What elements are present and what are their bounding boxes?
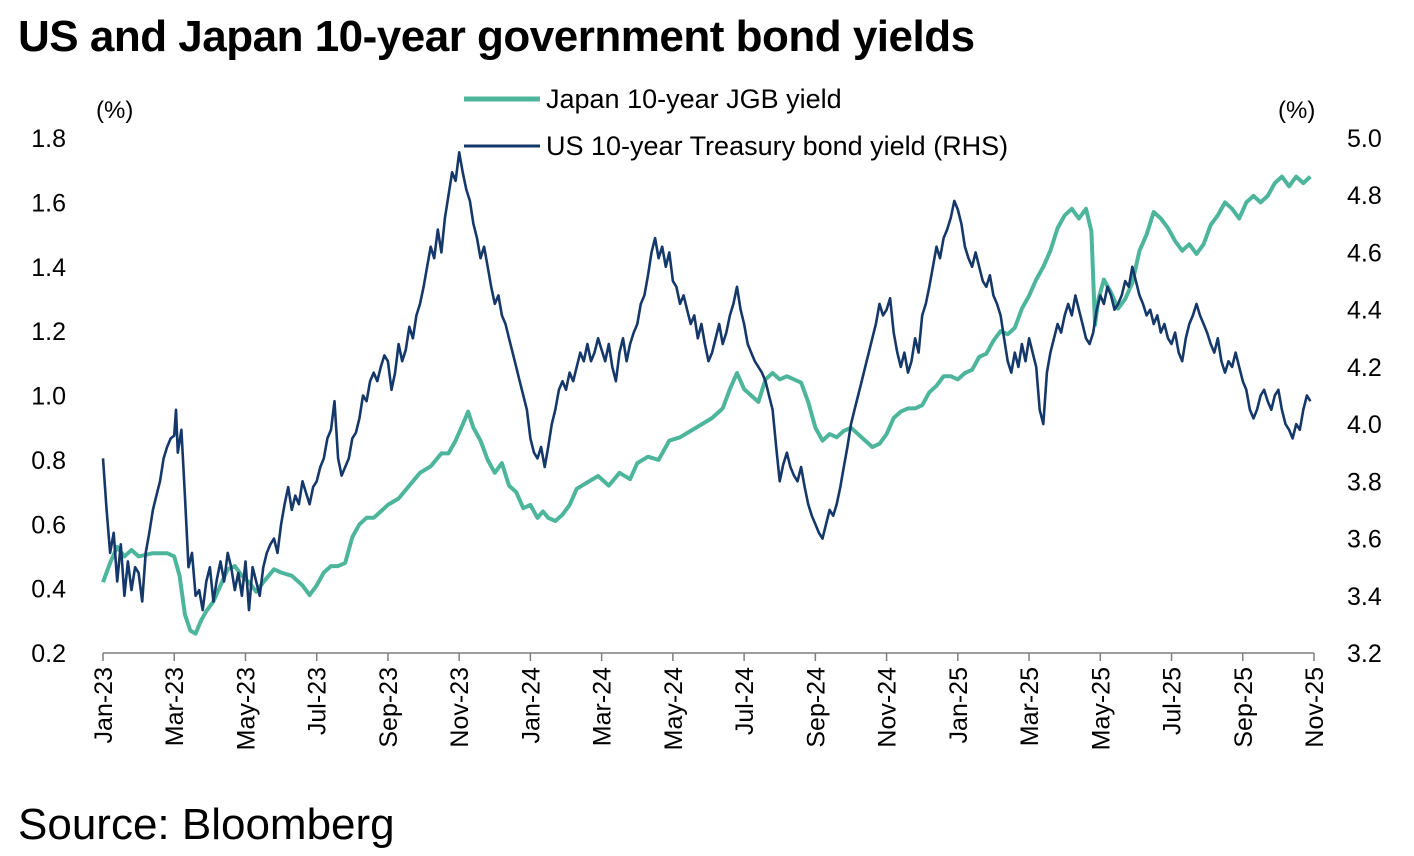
axes: 0.2 0.4 0.6 0.8 1.0 1.2 1.4 1.6 1.8 3.2 3.4 3.6 3.8 4…	[31, 125, 1382, 750]
y-right-tick-label: 3.6	[1347, 526, 1382, 554]
y-right-tick-label: 4.2	[1347, 354, 1382, 382]
y-left-tick-label: 0.4	[31, 576, 66, 604]
legend-us-label: US 10-year Treasury bond yield (RHS)	[546, 131, 1008, 161]
y-right-tick-label: 3.8	[1347, 468, 1382, 496]
x-tick-label: Nov-24	[874, 667, 902, 748]
y-left-tick-label: 0.6	[31, 511, 66, 539]
y-left-tick-label: 1.4	[31, 254, 66, 282]
japan-jgb-yield-line	[101, 174, 1312, 636]
y-left-tick-label: 0.8	[31, 447, 66, 475]
x-tick-label: Jul-24	[731, 667, 759, 735]
x-tick-label: May-23	[232, 667, 260, 750]
y-left-tick-label: 1.8	[31, 125, 66, 153]
y-right-tick-label: 3.2	[1347, 640, 1382, 668]
y-left-tick-label: 1.6	[31, 189, 66, 217]
y-right-tick-label: 5.0	[1347, 125, 1382, 153]
y-left-tick-label: 1.2	[31, 318, 66, 346]
x-tick-label: Nov-25	[1301, 667, 1329, 748]
y-right-tick-label: 4.6	[1347, 239, 1382, 267]
y-left-tick-label: 1.0	[31, 383, 66, 411]
right-axis-unit: (%)	[1278, 97, 1315, 124]
x-tick-label: Sep-25	[1230, 667, 1258, 748]
x-tick-label: Jan-23	[90, 667, 118, 743]
x-tick-label: Jan-25	[945, 667, 973, 743]
left-axis-unit: (%)	[96, 97, 133, 124]
x-tick-label: Jul-23	[304, 667, 332, 735]
x-tick-label: Mar-24	[589, 667, 617, 746]
us-treasury-yield-line	[101, 151, 1312, 612]
x-tick-label: Nov-23	[446, 667, 474, 748]
x-tick-label: May-25	[1087, 667, 1115, 750]
legend-japan-label: Japan 10-year JGB yield	[546, 84, 842, 114]
y-right-tick-label: 4.8	[1347, 182, 1382, 210]
x-tick-label: Sep-24	[802, 667, 830, 748]
y-left-tick-label: 0.2	[31, 640, 66, 668]
x-tick-label: Mar-23	[161, 667, 189, 746]
legend: Japan 10-year JGB yield US 10-year Treas…	[464, 84, 1008, 161]
x-tick-label: Jan-24	[517, 667, 545, 744]
x-tick-label: Sep-23	[375, 667, 403, 748]
y-right-tick-label: 4.4	[1347, 297, 1382, 325]
x-tick-label: May-24	[660, 667, 688, 750]
y-right-tick-label: 3.4	[1347, 583, 1382, 611]
x-tick-label: Mar-25	[1016, 667, 1044, 746]
source-note: Source: Bloomberg	[18, 800, 395, 849]
series-layer	[101, 151, 1312, 636]
chart-title: US and Japan 10-year government bond yie…	[18, 12, 975, 61]
x-tick-label: Jul-25	[1159, 667, 1187, 735]
y-right-tick-label: 4.0	[1347, 411, 1382, 439]
